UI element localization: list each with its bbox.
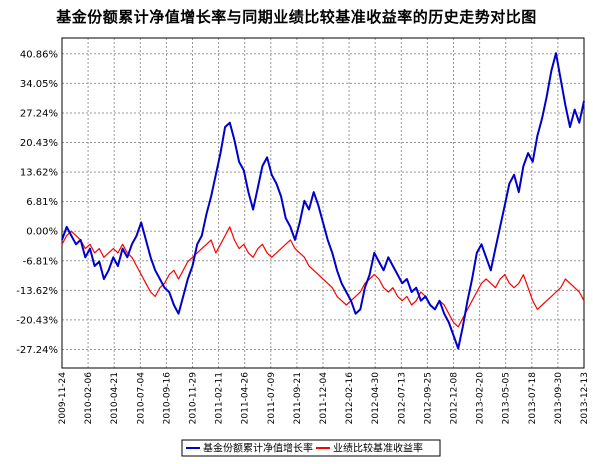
plot-frame: [61, 37, 585, 369]
y-tick-label: 0.00%: [26, 227, 58, 238]
x-tick-label: 2011-04-26: [241, 372, 251, 425]
legend: 基金份额累计净值增长率 业绩比较基准收益率: [181, 439, 441, 457]
series-group: [61, 52, 585, 350]
y-tick-label: -13.62%: [16, 286, 58, 297]
x-tick-label: 2009-11-24: [58, 372, 68, 425]
x-tick-label: 2011-07-09: [267, 372, 277, 425]
chart-title: 基金份额累计净值增长率与同期业绩比较基准收益率的历史走势对比图: [56, 8, 537, 26]
x-tick-label: 2010-02-06: [84, 372, 94, 425]
y-axis-ticks: 40.86% 34.05% 27.24% 20.43% 13.62% 6.81% 0.00%…: [16, 49, 58, 356]
x-tick-label: 2011-02-11: [215, 372, 225, 424]
x-tick-label: 2013-02-20: [476, 372, 486, 425]
series-line-fund: [61, 52, 585, 350]
y-tick-label: -20.43%: [16, 315, 58, 326]
x-tick-label: 2012-12-08: [450, 372, 460, 425]
legend-box: [181, 439, 441, 457]
x-tick-label: 2012-09-25: [423, 372, 433, 424]
y-tick-label: 6.81%: [26, 197, 58, 208]
x-tick-label: 2013-07-18: [528, 372, 538, 425]
x-tick-label: 2010-11-29: [189, 372, 199, 425]
x-tick-label: 2013-05-05: [502, 372, 512, 424]
y-tick-label: 13.62%: [20, 168, 58, 179]
y-tick-label: -6.81%: [23, 256, 58, 267]
series-line-benchmark: [61, 226, 585, 328]
y-tick-label: -27.24%: [16, 345, 58, 356]
x-tick-label: 2012-07-13: [397, 372, 407, 424]
x-tick-label: 2013-12-13: [580, 372, 590, 424]
x-tick-label: 2013-09-30: [554, 372, 564, 425]
legend-label-fund: 基金份额累计净值增长率: [203, 442, 313, 455]
x-tick-label: 2012-02-16: [345, 372, 355, 425]
legend-label-benchmark: 业绩比较基准收益率: [333, 442, 423, 455]
x-tick-label: 2012-04-30: [371, 372, 381, 425]
x-tick-label: 2011-12-04: [319, 372, 329, 425]
x-tick-label: 2010-09-16: [162, 372, 172, 425]
y-tick-label: 40.86%: [20, 49, 58, 60]
x-tick-label: 2011-09-21: [293, 372, 303, 424]
y-tick-label: 20.43%: [20, 138, 58, 149]
y-tick-label: 34.05%: [20, 79, 58, 90]
x-tick-label: 2010-07-04: [136, 372, 146, 425]
y-tick-label: 27.24%: [20, 108, 58, 119]
x-tick-label: 2010-04-21: [110, 372, 120, 424]
x-axis-ticks: 2009-11-24 2010-02-06 2010-04-21 2010-07-04…: [58, 372, 590, 425]
